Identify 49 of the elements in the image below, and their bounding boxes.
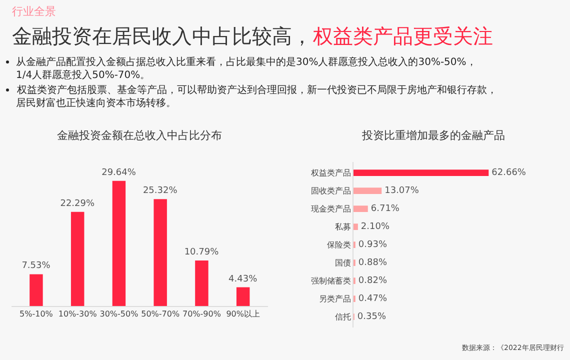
y-tick-label: 强制储蓄类	[310, 276, 351, 286]
chart-title: 投资比重增加最多的金融产品	[361, 129, 505, 142]
y-tick-label: 信托	[334, 312, 351, 322]
x-tick-label: 70%-90%	[182, 310, 222, 319]
y-tick-label: 权益类产品	[310, 168, 351, 178]
data-label: 0.82%	[358, 276, 388, 286]
data-label: 62.66%	[492, 168, 526, 178]
y-tick-label: 现金类产品	[310, 204, 351, 214]
y-tick-label: 私募	[334, 222, 351, 232]
bar	[236, 287, 250, 306]
bar	[112, 180, 126, 306]
data-label: 0.35%	[357, 312, 386, 322]
bar	[70, 212, 84, 306]
x-tick-label: 10%-30%	[58, 310, 98, 319]
x-tick-label: 90%以上	[226, 310, 260, 319]
data-label: 10.79%	[184, 247, 220, 258]
y-tick-label: 国债	[334, 258, 351, 268]
text: 权益类产品更受关注	[312, 24, 493, 48]
data-label: 7.53%	[22, 261, 51, 272]
x-tick-label: 50%-70%	[141, 310, 180, 319]
data-label: 0.47%	[358, 294, 388, 304]
data-label: 6.71%	[370, 204, 400, 214]
bar	[353, 170, 489, 176]
text: 居民财富也正快速向资本市场转移。	[16, 97, 176, 109]
bar	[353, 224, 358, 230]
x-tick-label: 30%-50%	[100, 310, 139, 319]
text: 1/4人群愿意投入50%-70%。	[16, 69, 150, 81]
data-label: 13.07%	[384, 186, 420, 196]
data-label: 0.88%	[358, 258, 388, 268]
bar	[353, 188, 382, 194]
data-label: 22.29%	[60, 198, 95, 209]
data-label: 2.10%	[360, 222, 390, 232]
data-label: 0.93%	[358, 240, 388, 250]
data-label: 29.64%	[102, 168, 136, 178]
bar	[154, 199, 167, 306]
text: 行业全景	[12, 5, 56, 18]
bar	[30, 274, 43, 306]
text: 权益类资产包括股票、基金等产品，可以帮助资产达到合理回报，新一代投资已不局限于房地产和银行存款，	[16, 84, 497, 96]
bar	[353, 206, 368, 212]
chart-title: 金融投资金额在总收入中占比分布	[57, 129, 222, 142]
data-label: 4.43%	[228, 274, 258, 284]
y-tick-label: 固收类产品	[310, 186, 351, 196]
text: 金融投资在居民收入中占比较高，	[12, 24, 312, 48]
data-label: 25.32%	[142, 186, 178, 196]
x-tick-label: 5%-10%	[20, 310, 54, 319]
text: 从金融产品配置投入金额占据总收入比重来看，占比最集中的是30%人群愿意投入总收入的30%-50%，	[16, 56, 476, 68]
bar	[195, 260, 208, 306]
y-tick-label: 另类产品	[318, 294, 351, 304]
y-tick-label: 保险类	[326, 240, 351, 250]
